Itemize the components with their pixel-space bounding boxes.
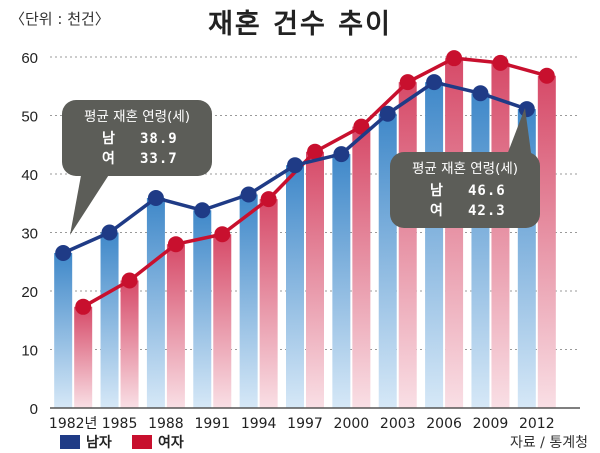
male-series-point [379, 105, 396, 122]
bar-male [471, 93, 490, 409]
callouts: 평균 재혼 연령(세) 남 38.9 여 33.7 평균 재혼 연령(세) 남 46.6 여 42… [62, 100, 540, 235]
callout-tail [70, 170, 112, 235]
bar-female [306, 151, 324, 408]
y-tick-label: 30 [21, 226, 38, 243]
male-series-point [472, 85, 489, 102]
callout-row-value: 33.7 [140, 151, 178, 167]
bar-male [193, 210, 212, 408]
bar-male [332, 154, 351, 408]
callout-tail [505, 108, 532, 160]
legend-female-swatch [132, 435, 152, 449]
x-tick-label: 1988 [148, 416, 184, 432]
bar-female [491, 62, 510, 408]
female-series-point [353, 118, 370, 135]
callout-row-value: 38.9 [140, 131, 178, 147]
x-tick-label: 1991 [194, 416, 230, 432]
x-tick-label: 2006 [426, 416, 462, 432]
legend-male-swatch [60, 435, 80, 449]
female-series-point [492, 54, 509, 71]
callout-title: 평균 재혼 연령(세) [84, 109, 190, 125]
y-tick-label: 20 [21, 284, 38, 301]
legend-male: 남자 [60, 432, 112, 452]
source-label: 자료 / 통계청 [509, 435, 588, 451]
y-tick-label: 60 [21, 50, 38, 67]
x-tick-label: 2003 [380, 416, 416, 432]
callout-title: 평균 재혼 연령(세) [412, 161, 518, 177]
y-tick-label: 10 [21, 343, 38, 360]
x-tick-label: 2012 [519, 416, 555, 432]
x-tick-label: 1985 [102, 416, 138, 432]
female-series-point [167, 236, 184, 253]
bar-male [100, 232, 119, 408]
bar-male [239, 194, 258, 408]
legend-female: 여자 [132, 432, 184, 452]
callout-row-value: 42.3 [468, 203, 506, 219]
bar-female [445, 58, 464, 409]
x-tick-label: 1994 [241, 416, 277, 432]
chart-title: 재혼 건수 추이 [208, 9, 392, 40]
bar-male [54, 252, 73, 408]
bar-female [166, 244, 185, 408]
x-tick-label: 2009 [473, 416, 509, 432]
male-series-point [333, 146, 350, 163]
male-series-point [426, 74, 443, 91]
callout-row-value: 46.6 [468, 183, 506, 199]
callout-box [62, 100, 212, 176]
male-series-point [101, 224, 118, 241]
y-tick-label: 0 [30, 401, 38, 418]
male-series-point [55, 244, 72, 261]
bar-male [146, 197, 165, 408]
callout-row-label: 남 [430, 182, 443, 199]
legend-female-label: 여자 [158, 435, 184, 451]
callout-box [390, 152, 540, 228]
bar-female [537, 75, 556, 408]
male-series-point [518, 101, 535, 118]
callout-row-label: 여 [430, 202, 443, 219]
x-tick-label: 1997 [287, 416, 323, 432]
bar-male [286, 165, 304, 408]
bar-female [213, 234, 232, 408]
female-series-point [260, 191, 277, 208]
bar-female [120, 280, 139, 408]
male-series-point [240, 186, 257, 203]
bar-female [352, 126, 371, 409]
callout-row-label: 여 [102, 150, 115, 167]
bar-female [259, 199, 278, 408]
female-series-point [446, 50, 463, 67]
y-tick-label: 40 [21, 167, 38, 184]
male-series-point [147, 189, 164, 206]
female-series-point [214, 226, 231, 243]
female-series-point [538, 67, 555, 84]
female-series-point [121, 272, 138, 289]
female-series-point [307, 143, 323, 160]
male-series-point [287, 157, 303, 174]
y-tick-label: 50 [21, 109, 38, 126]
bar-female [398, 82, 417, 408]
x-tick-label: 2000 [334, 416, 370, 432]
bar-female [74, 306, 93, 408]
female-series-point [75, 298, 92, 315]
unit-label: 〈단위 : 천건〉 [10, 10, 110, 28]
legend-male-label: 남자 [86, 435, 112, 451]
callout-row-label: 남 [102, 130, 115, 147]
lines [55, 50, 555, 315]
axes: 0 10 20 30 40 50 60 1982년 1985 1988 1991 1994 1997 20… [21, 50, 580, 432]
bar-male [425, 82, 444, 408]
x-tick-label: 1982년 [49, 416, 98, 432]
male-series-point [194, 202, 211, 219]
female-series-point [399, 74, 416, 91]
